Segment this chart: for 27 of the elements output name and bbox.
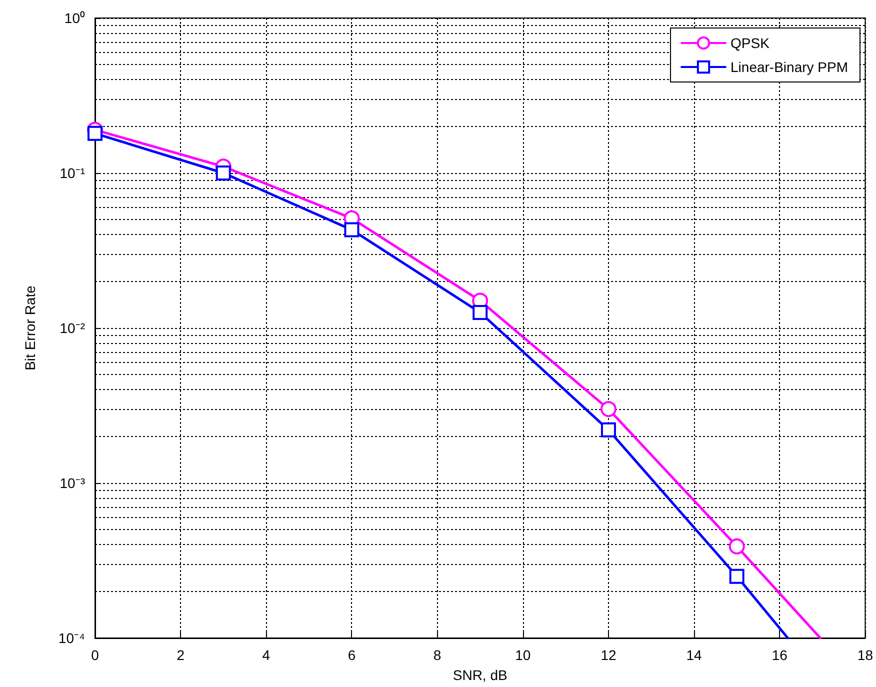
point	[600, 401, 616, 418]
x-tick-label: 18	[857, 647, 874, 663]
point	[216, 166, 231, 180]
y-tick-label: 10⁻²	[60, 320, 86, 336]
y-tick-label: 10⁰	[64, 10, 85, 26]
x-tick-label: 4	[262, 647, 270, 663]
legend-label: Linear-Binary PPM	[730, 59, 848, 75]
y-tick-label: 10⁻⁴	[58, 630, 85, 646]
x-tick-label: 10	[515, 647, 531, 663]
point	[344, 222, 360, 238]
point	[729, 568, 744, 584]
point	[600, 422, 616, 438]
legend-label: QPSK	[730, 35, 770, 51]
x-tick-label: 2	[176, 647, 185, 663]
x-tick-label: 6	[348, 647, 356, 663]
x-tick-label: 14	[686, 647, 702, 663]
x-tick-label: 12	[600, 647, 616, 663]
point	[728, 538, 745, 554]
y-tick-label: 10⁻³	[60, 475, 86, 491]
y-tick-label: 10⁻¹	[60, 165, 86, 181]
point	[88, 126, 102, 141]
x-tick-label: 8	[433, 647, 442, 663]
point	[472, 304, 488, 320]
x-tick-label: 0	[91, 647, 100, 663]
x-tick-label: 16	[772, 647, 788, 663]
y-axis-title: Bit Error Rate	[22, 285, 38, 370]
x-axis-title: SNR, dB	[452, 667, 508, 683]
